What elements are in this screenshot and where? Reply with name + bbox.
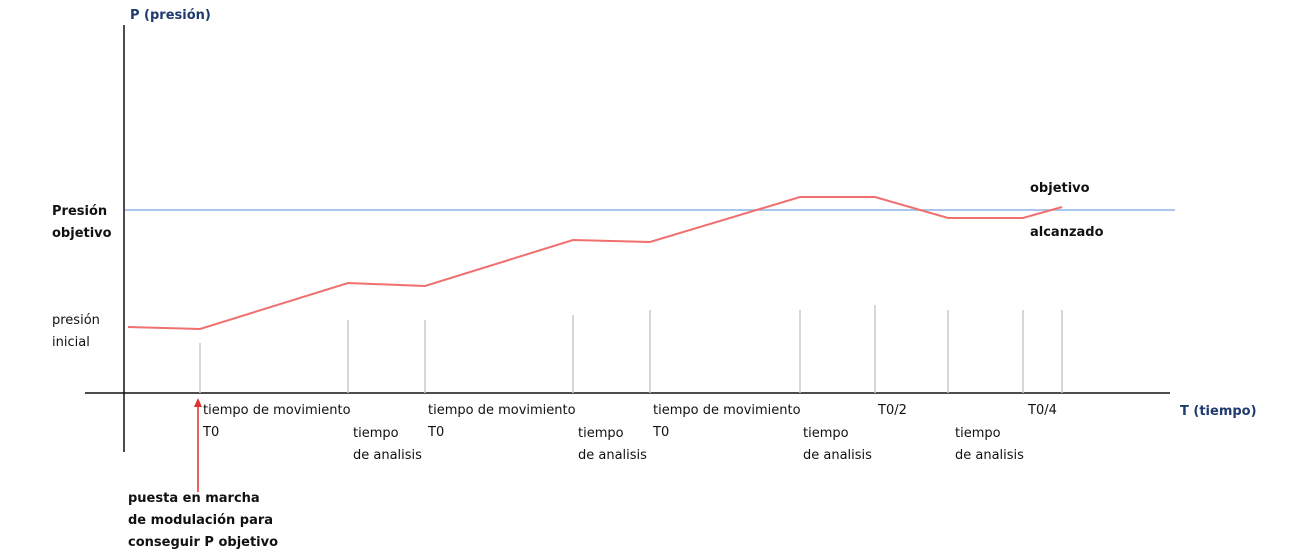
phase-label: tiempo de movimiento: [653, 403, 801, 418]
x-axis-label: T (tiempo): [1180, 404, 1257, 419]
start-note: puesta en marcha: [128, 491, 260, 506]
start-note: conseguir P objetivo: [128, 535, 278, 550]
phase-label: tiempo: [578, 426, 624, 441]
phase-label: T0: [202, 425, 219, 440]
initial-label: presión: [52, 313, 100, 328]
phase-label: de analisis: [955, 448, 1024, 463]
phase-label: de analisis: [803, 448, 872, 463]
phase-label: tiempo de movimiento: [428, 403, 576, 418]
pressure-curve: [127, 196, 1063, 331]
y-axis-label: P (presión): [130, 8, 211, 23]
reached-label: alcanzado: [1030, 225, 1104, 240]
phase-label: T0/2: [877, 403, 907, 418]
phase-label: T0: [652, 425, 669, 440]
phase-label: T0/4: [1027, 403, 1057, 418]
phase-label: de analisis: [353, 448, 422, 463]
phase-dividers: [199, 305, 1063, 393]
target-label: Presión: [52, 204, 107, 219]
reached-label: objetivo: [1030, 181, 1090, 196]
labels: P (presión) T (tiempo) Presión objetivo pres…: [52, 8, 1257, 550]
phase-label: tiempo: [353, 426, 399, 441]
target-label: objetivo: [52, 226, 112, 241]
start-arrow-head: [194, 398, 202, 407]
phase-label: tiempo: [803, 426, 849, 441]
phase-label: tiempo: [955, 426, 1001, 441]
start-note: de modulación para: [128, 513, 273, 528]
phase-label: tiempo de movimiento: [203, 403, 351, 418]
phase-label: de analisis: [578, 448, 647, 463]
initial-label: inicial: [52, 335, 90, 350]
phase-label: T0: [427, 425, 444, 440]
